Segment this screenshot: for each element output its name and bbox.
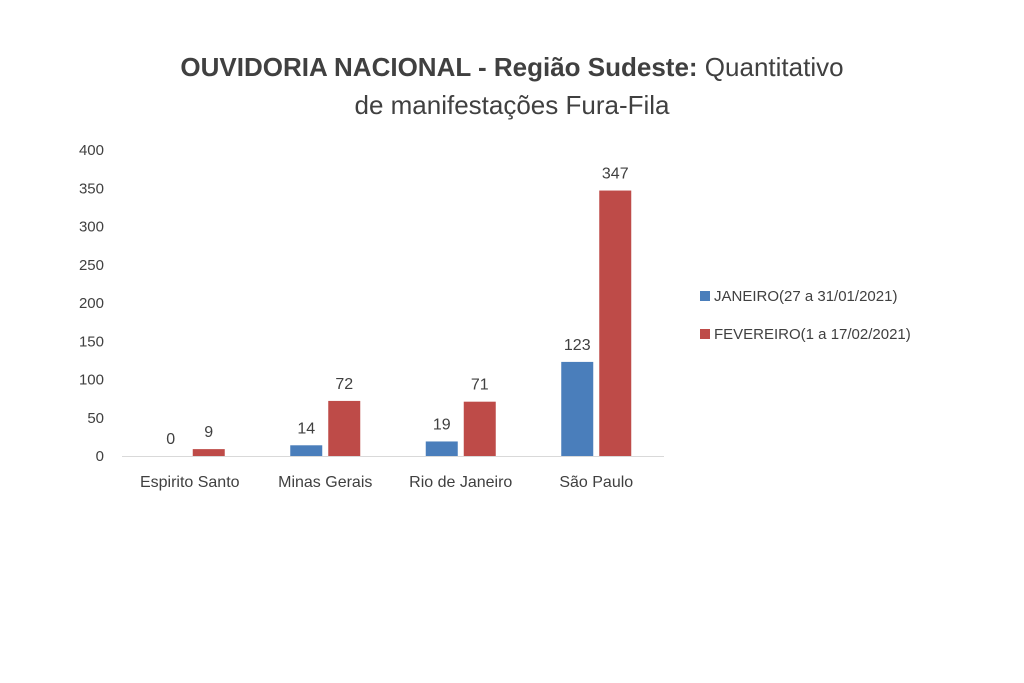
chart-title-bold: OUVIDORIA NACIONAL - Região Sudeste:	[180, 52, 698, 82]
x-category-label: Rio de Janeiro	[409, 474, 512, 491]
y-tick-label: 300	[79, 219, 104, 236]
data-label: 123	[564, 337, 591, 354]
y-tick-label: 400	[79, 142, 104, 159]
data-label: 71	[471, 377, 489, 394]
x-category-label: Espirito Santo	[140, 474, 240, 491]
chart-title-rest: Quantitativo	[697, 52, 844, 82]
bar	[425, 441, 458, 456]
y-tick-label: 50	[87, 410, 104, 427]
x-category-label: Minas Gerais	[278, 474, 372, 491]
data-label: 347	[602, 166, 629, 183]
chart-title: OUVIDORIA NACIONAL - Região Sudeste: Qua…	[0, 48, 1024, 124]
legend-label: FEVEREIRO(1 a 17/02/2021)	[714, 326, 911, 343]
legend-label: JANEIRO(27 a 31/01/2021)	[714, 288, 897, 305]
bar	[192, 449, 225, 456]
data-label: 14	[297, 420, 315, 437]
y-tick-label: 0	[96, 448, 104, 465]
data-label: 72	[335, 376, 353, 393]
bar	[561, 361, 594, 456]
legend-swatch	[700, 291, 710, 301]
y-tick-label: 350	[79, 180, 104, 197]
legend-swatch	[700, 329, 710, 339]
data-label: 9	[204, 424, 213, 441]
y-tick-label: 200	[79, 295, 104, 312]
x-category-label: São Paulo	[559, 474, 633, 491]
bar	[328, 400, 361, 456]
y-tick-label: 100	[79, 372, 104, 389]
bar	[599, 190, 632, 457]
bar	[290, 445, 323, 456]
y-tick-label: 250	[79, 257, 104, 274]
data-label: 19	[433, 416, 451, 433]
data-label: 0	[166, 431, 175, 448]
bar	[463, 401, 496, 456]
chart-title-line2: de manifestações Fura-Fila	[354, 90, 670, 120]
y-tick-label: 150	[79, 333, 104, 350]
